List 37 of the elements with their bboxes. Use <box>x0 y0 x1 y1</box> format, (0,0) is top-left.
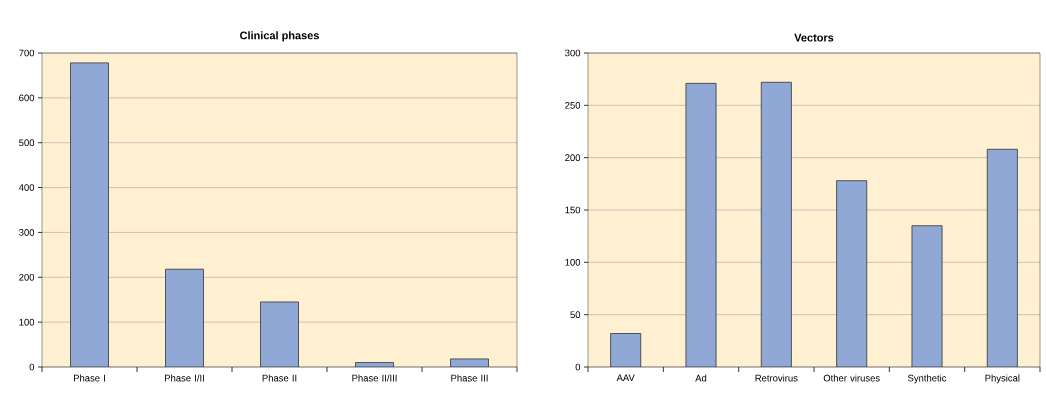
bar <box>836 180 868 367</box>
x-tick-label: AAV <box>616 374 635 382</box>
bar <box>760 81 792 367</box>
bar <box>260 301 299 367</box>
bar <box>685 82 717 367</box>
bar <box>986 148 1018 367</box>
y-tick-label: 150 <box>565 206 581 214</box>
y-tick-label: 250 <box>565 101 581 109</box>
y-tick-label: 300 <box>19 229 35 236</box>
y-tick-label: 700 <box>19 49 35 57</box>
y-tick-label: 600 <box>19 94 35 102</box>
bar <box>165 268 204 367</box>
x-tick-label: Physical <box>985 374 1020 384</box>
y-tick-label: 200 <box>19 273 35 281</box>
x-tick-label: Synthetic <box>907 374 947 384</box>
y-tick-label: 400 <box>18 184 35 191</box>
x-tick-label: Phase II/III <box>352 374 397 382</box>
x-tick-label: Phase III <box>451 374 488 382</box>
bar <box>70 62 109 367</box>
x-tick-label: Phase I/II <box>165 374 204 382</box>
y-tick-label: 500 <box>19 139 35 147</box>
y-tick-label: 100 <box>565 258 581 266</box>
x-tick-label: Phase I <box>73 374 105 382</box>
y-tick-label: 0 <box>575 363 581 371</box>
y-tick-label: 100 <box>19 318 35 326</box>
chart-title: Vectors <box>794 33 834 42</box>
x-tick-label: Phase II <box>262 374 297 382</box>
chart-title: Clinical phases <box>240 31 319 42</box>
x-tick-label: Other viruses <box>823 374 880 382</box>
y-tick-label: 200 <box>565 154 581 162</box>
y-tick-label: 0 <box>29 363 35 371</box>
x-tick-label: Ad <box>695 374 707 382</box>
bar <box>911 225 943 367</box>
bar <box>610 333 642 367</box>
x-tick-label: Retrovirus <box>755 374 798 382</box>
y-tick-label: 300 <box>565 49 581 57</box>
y-tick-label: 50 <box>570 311 581 319</box>
